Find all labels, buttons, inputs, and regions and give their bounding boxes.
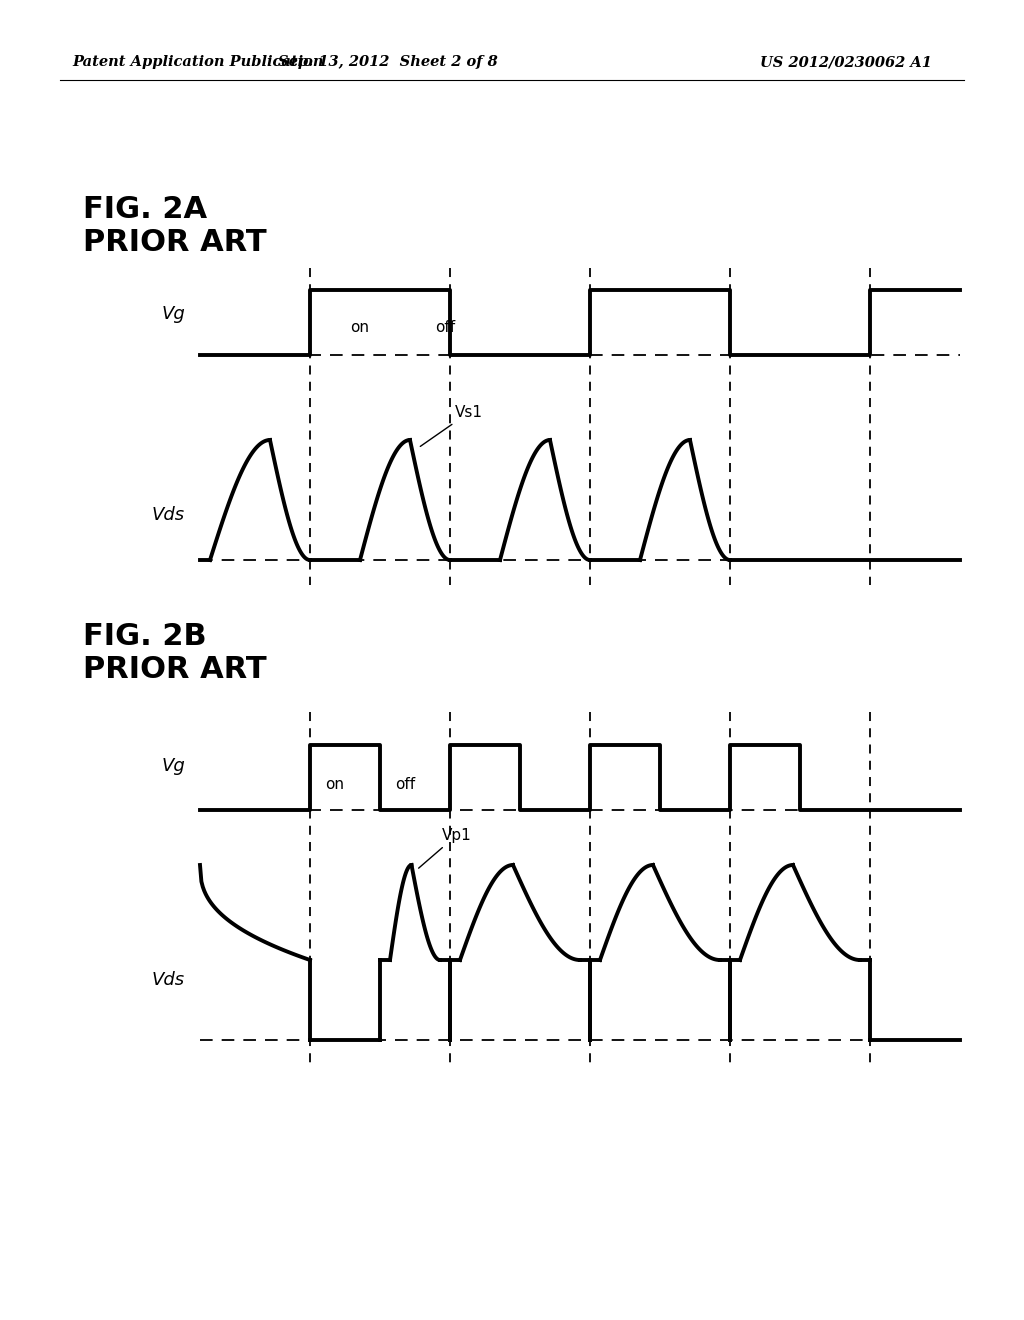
- Text: off: off: [395, 777, 415, 792]
- Text: on: on: [326, 777, 344, 792]
- Text: FIG. 2A: FIG. 2A: [83, 195, 207, 224]
- Text: Vs1: Vs1: [420, 405, 483, 446]
- Text: Vg: Vg: [161, 305, 185, 323]
- Text: off: off: [435, 319, 455, 335]
- Text: Sep. 13, 2012  Sheet 2 of 8: Sep. 13, 2012 Sheet 2 of 8: [279, 55, 498, 69]
- Text: US 2012/0230062 A1: US 2012/0230062 A1: [760, 55, 932, 69]
- Text: Vp1: Vp1: [419, 828, 471, 869]
- Text: Patent Application Publication: Patent Application Publication: [72, 55, 324, 69]
- Text: PRIOR ART: PRIOR ART: [83, 228, 266, 257]
- Text: Vds: Vds: [152, 506, 185, 524]
- Text: Vds: Vds: [152, 972, 185, 989]
- Text: FIG. 2B: FIG. 2B: [83, 622, 207, 651]
- Text: PRIOR ART: PRIOR ART: [83, 655, 266, 684]
- Text: on: on: [350, 319, 370, 335]
- Text: Vg: Vg: [161, 756, 185, 775]
